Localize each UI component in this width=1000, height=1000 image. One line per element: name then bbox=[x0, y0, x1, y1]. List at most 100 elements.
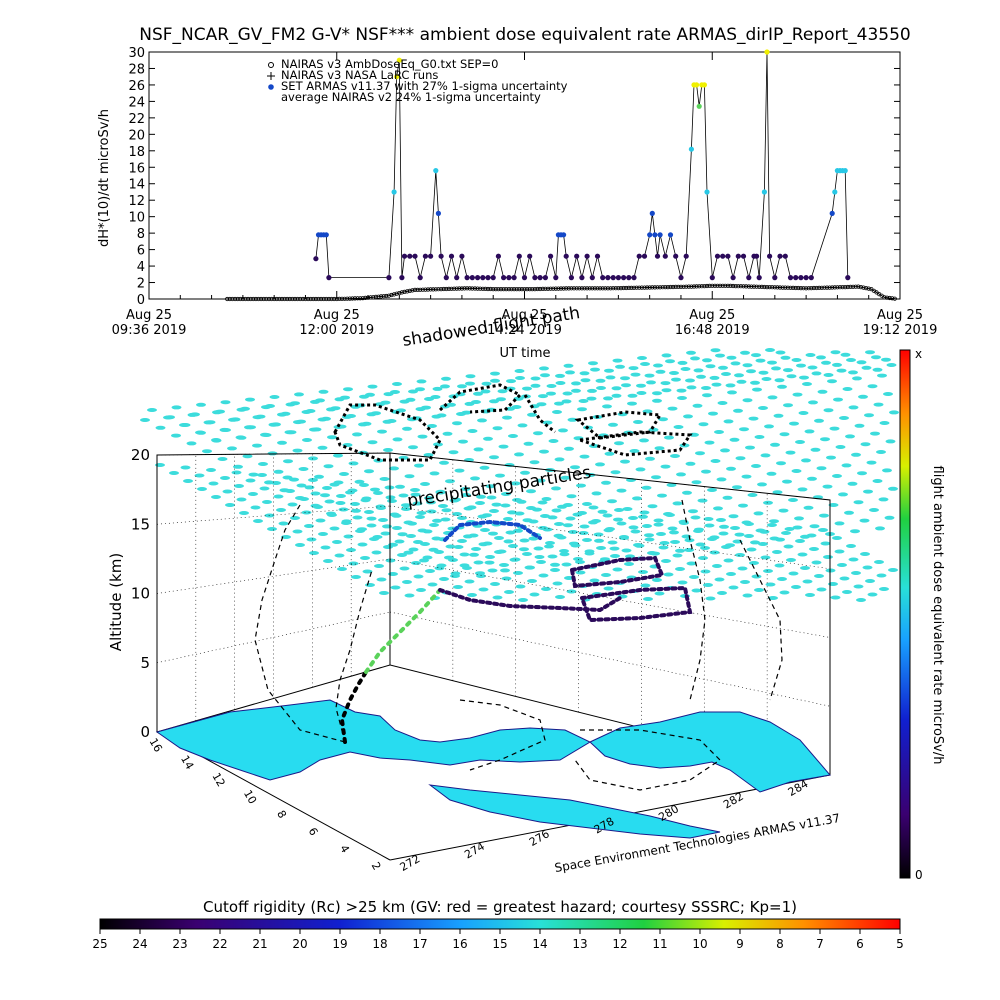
shadow-grid-marker bbox=[771, 366, 781, 371]
nairas-v3-point bbox=[274, 296, 279, 302]
shadow-grid-marker bbox=[476, 494, 486, 499]
shadow-grid-marker bbox=[541, 497, 552, 501]
nairas-v3-point bbox=[811, 285, 817, 291]
shadow-grid-marker bbox=[540, 373, 550, 378]
shadow-grid-marker bbox=[346, 548, 356, 552]
shadow-grid-marker bbox=[751, 353, 761, 358]
shadow-grid-marker bbox=[490, 378, 500, 383]
shadow-grid-marker bbox=[667, 406, 678, 411]
y-tick-label: 30 bbox=[128, 46, 145, 61]
shadow-grid-marker bbox=[462, 566, 472, 570]
armas-point bbox=[600, 275, 606, 281]
nairas-v3-point bbox=[485, 286, 491, 292]
y-tick-label: 4 bbox=[137, 260, 145, 275]
y-tick-label: 2 bbox=[137, 277, 145, 292]
armas-point bbox=[652, 232, 658, 238]
shadow-grid-marker bbox=[829, 426, 840, 431]
shadow-grid-marker bbox=[846, 544, 856, 548]
nairas-v3-point bbox=[433, 287, 438, 292]
shadow-grid-marker bbox=[607, 540, 618, 545]
shadow-grid-marker bbox=[503, 539, 514, 544]
flight-cruise-outbound bbox=[438, 588, 622, 613]
shadow-grid-marker bbox=[464, 579, 475, 584]
shadow-grid-marker bbox=[886, 363, 897, 367]
armas-point bbox=[323, 232, 329, 238]
nairas-v3-point bbox=[780, 285, 785, 290]
shadow-grid-marker bbox=[611, 393, 622, 398]
shadow-grid-marker bbox=[744, 534, 754, 538]
shadow-grid-marker bbox=[842, 590, 852, 594]
armas-point bbox=[649, 210, 655, 216]
shadow-grid-marker bbox=[707, 488, 717, 492]
armas-point bbox=[694, 82, 700, 88]
colorbar-right: x 0 flight ambient dose equivalent rate … bbox=[899, 347, 945, 882]
shadow-grid-marker bbox=[732, 485, 742, 490]
shadow-grid-marker bbox=[670, 540, 680, 544]
shadow-grid-marker bbox=[551, 486, 561, 491]
nairas-v3-point bbox=[595, 286, 600, 291]
shadow-grid-marker bbox=[680, 367, 691, 371]
shadow-grid-marker bbox=[563, 363, 574, 368]
nairas-v3-point bbox=[363, 295, 368, 300]
shadow-grid-marker bbox=[366, 516, 377, 521]
shadow-grid-marker bbox=[774, 378, 785, 383]
nairas-v3-point bbox=[762, 284, 767, 290]
nairas-v3-point bbox=[355, 296, 360, 301]
shadow-grid-marker bbox=[552, 410, 562, 414]
x-tick-date: Aug 25 bbox=[501, 308, 547, 323]
nairas-v3-point bbox=[431, 287, 436, 292]
shadow-grid-marker bbox=[716, 518, 726, 522]
shadow-grid-marker bbox=[612, 358, 623, 363]
nairas-v3-point bbox=[890, 296, 895, 301]
shadow-grid-marker bbox=[613, 517, 623, 522]
nairas-v3-point bbox=[608, 286, 613, 291]
shadow-grid-marker bbox=[371, 411, 381, 416]
shadow-grid-marker bbox=[702, 393, 712, 398]
shadow-grid-marker bbox=[863, 489, 873, 494]
shadow-grid-marker bbox=[797, 552, 808, 557]
shadow-grid-marker bbox=[830, 595, 841, 600]
colorbar-bottom-tick-label: 24 bbox=[132, 937, 147, 951]
shadow-grid-marker bbox=[527, 579, 537, 583]
shadow-grid-marker bbox=[527, 412, 537, 417]
shadow-grid-marker bbox=[629, 449, 640, 453]
nairas-v3-point bbox=[405, 289, 410, 294]
shadow-grid-marker bbox=[582, 502, 592, 506]
nairas-v3-point bbox=[783, 285, 788, 290]
shadow-grid-marker bbox=[783, 403, 793, 408]
shadow-grid-marker bbox=[795, 440, 805, 444]
x-tick-time: 19:12 2019 bbox=[863, 323, 938, 338]
shadow-grid-marker bbox=[540, 514, 550, 518]
shadow-grid-marker bbox=[282, 475, 293, 480]
shadow-grid-marker bbox=[621, 548, 632, 553]
shadow-grid-marker bbox=[520, 470, 530, 475]
shadow-grid-marker bbox=[888, 486, 898, 491]
shadow-grid-marker bbox=[515, 376, 525, 380]
shadow-grid-marker bbox=[795, 539, 805, 543]
shadow-grid-marker bbox=[750, 540, 760, 545]
shadow-grid-marker bbox=[426, 509, 437, 514]
altitude-ticks: 0 5 10 15 20 bbox=[131, 446, 150, 741]
nairas-v3-point bbox=[303, 296, 308, 302]
armas-point bbox=[678, 275, 684, 281]
shadow-grid-marker bbox=[820, 541, 831, 546]
shadow-grid-marker bbox=[500, 568, 510, 573]
shadow-grid-marker bbox=[637, 356, 647, 360]
nairas-v3-point bbox=[663, 284, 668, 290]
latitude-tick-label: 14 bbox=[178, 753, 196, 772]
shadow-grid-marker bbox=[873, 402, 884, 407]
y-tick-label: 12 bbox=[128, 194, 145, 209]
shadow-grid-marker bbox=[564, 446, 574, 451]
shadow-grid-marker bbox=[461, 493, 471, 497]
armas-point bbox=[610, 275, 616, 281]
shadow-grid-marker bbox=[857, 471, 867, 476]
shadow-grid-marker bbox=[875, 526, 885, 531]
shadow-grid-marker bbox=[519, 538, 530, 543]
shadow-grid-marker bbox=[523, 441, 534, 446]
nairas-v3-point bbox=[378, 294, 384, 299]
shadow-grid-marker bbox=[273, 469, 284, 474]
shadow-grid-marker bbox=[485, 484, 496, 489]
shadow-grid-marker bbox=[587, 388, 597, 393]
shadow-grid-marker bbox=[780, 355, 791, 360]
shadow-grid-marker bbox=[707, 537, 717, 541]
